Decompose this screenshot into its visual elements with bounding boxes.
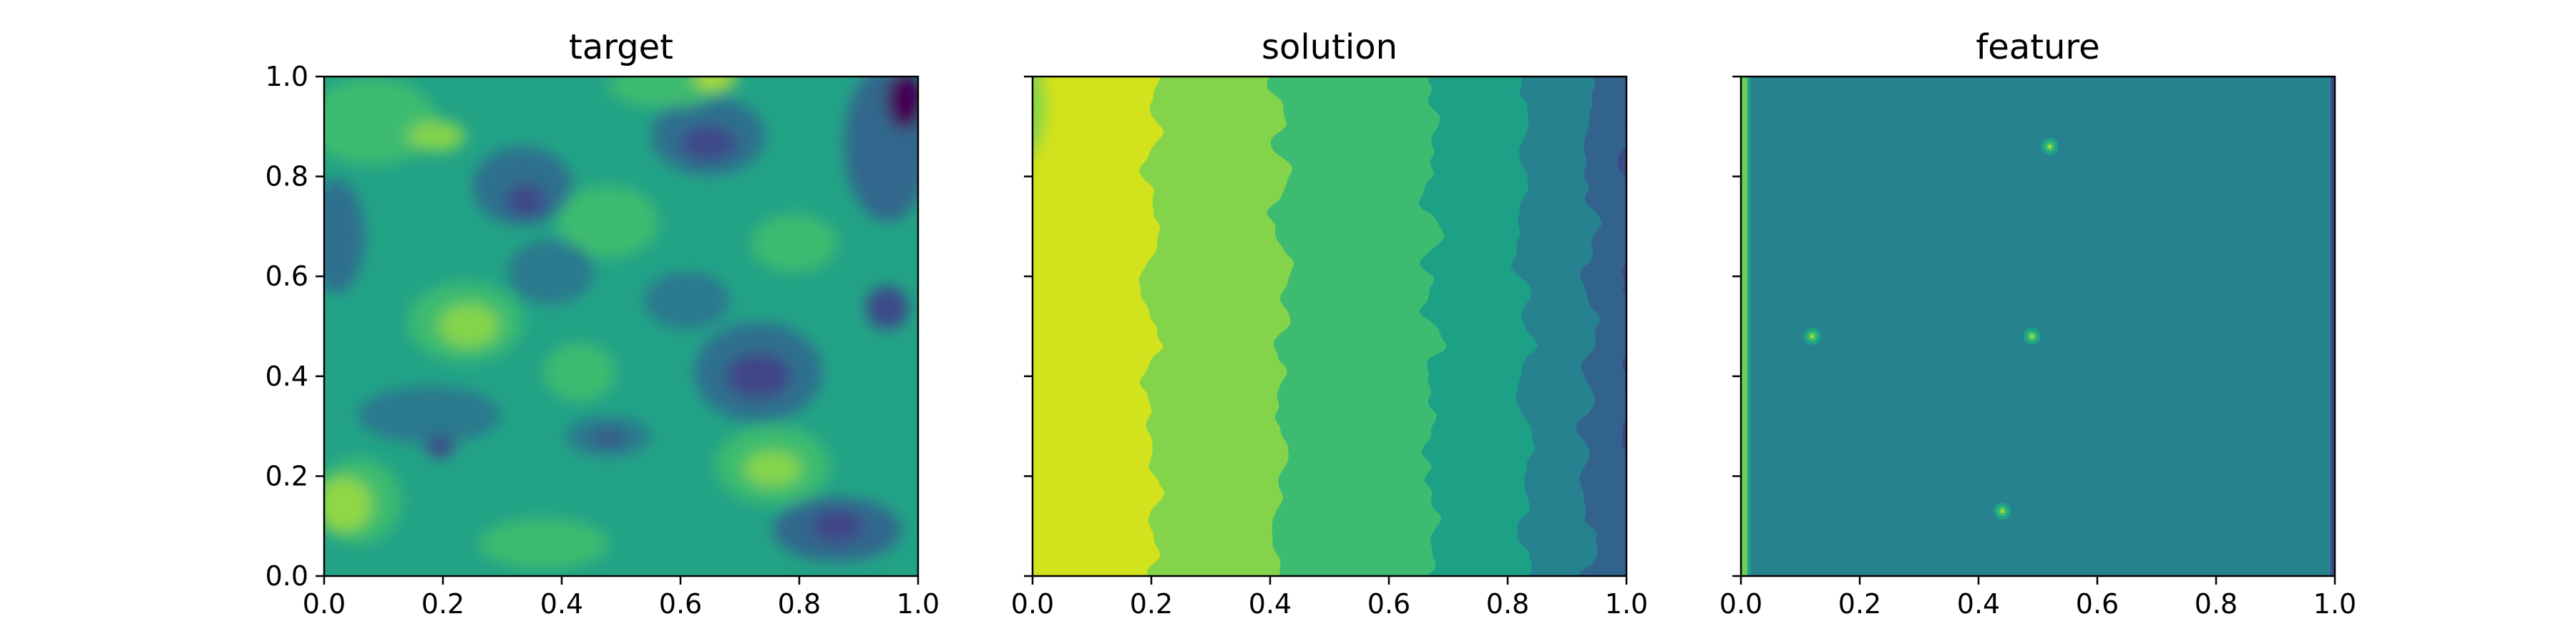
panel-solution: solution 0.0 0.2 0.4 0.6 0.8 1.0 [1011, 27, 1732, 620]
heatmap-edge-strip [1741, 77, 1747, 576]
heatmap-blob [324, 179, 365, 293]
heatmap-blob [680, 125, 737, 161]
heatmap-band [1152, 77, 1281, 576]
x-axis: 0.0 0.2 0.4 0.6 0.8 1.0 [303, 576, 940, 620]
x-tick-label: 0.4 [1249, 588, 1292, 620]
y-axis: 0.0 0.2 0.4 0.6 0.8 1.0 [265, 61, 324, 592]
heatmap-blob [694, 77, 737, 89]
x-tick-label: 0.4 [540, 588, 583, 620]
heatmap-band [1281, 77, 1431, 576]
feature-spots [1803, 137, 2059, 520]
feature-spot-core [2047, 144, 2052, 149]
heatmap-band [1631, 43, 1674, 615]
heatmap-blob [644, 272, 730, 329]
x-tick-label: 0.0 [1011, 588, 1054, 620]
x-tick-label: 1.0 [2313, 588, 2356, 620]
chart-title: feature [1976, 27, 2099, 67]
feature-spot-core [2029, 333, 2034, 338]
x-tick-label: 0.4 [1957, 588, 2000, 620]
x-tick-label: 0.6 [2076, 588, 2119, 620]
chart-title: solution [1262, 27, 1397, 67]
heatmap-blob [479, 519, 608, 569]
y-tick-label: 0.4 [265, 361, 308, 392]
heatmap-edge-strip [1747, 77, 1751, 576]
y-axis [1024, 75, 1033, 577]
panel-feature: feature 0.0 0.2 0.4 0.6 0.8 1.0 [1719, 27, 2356, 620]
heatmap-blob [866, 286, 909, 329]
heatmap-blob [508, 240, 594, 304]
x-tick-label: 0.2 [421, 588, 464, 620]
x-tick-label: 0.6 [1367, 588, 1410, 620]
heatmap-blob [812, 510, 862, 542]
feature-spot-core [2000, 509, 2005, 514]
feature-spot-core [1810, 333, 1815, 338]
x-tick-label: 0.2 [1838, 588, 1881, 620]
chart-title: target [569, 27, 673, 67]
heatmap-blob [887, 77, 918, 129]
heatmap-edge-strip [2331, 77, 2335, 576]
axes-frame [323, 75, 919, 577]
heatmap-blob [324, 477, 372, 532]
heatmap-bands [1033, 43, 1732, 615]
heatmap-blob [506, 183, 546, 218]
heatmap-blob [744, 451, 801, 487]
heatmap-band [1431, 77, 1524, 576]
heatmap-blob [558, 186, 658, 258]
heatmap-area [1741, 77, 2335, 576]
y-tick-label: 0.0 [265, 560, 308, 592]
heatmap-area [1033, 43, 1732, 615]
heatmap-blob [608, 77, 723, 107]
heatmap-band [1033, 77, 1152, 576]
y-axis [1732, 75, 1741, 577]
heatmap-blobs [324, 77, 918, 569]
axes-frame [1740, 75, 2336, 577]
heatmap-blob [426, 436, 454, 458]
x-axis: 0.0 0.2 0.4 0.6 0.8 1.0 [1719, 576, 2356, 620]
x-tick-label: 1.0 [897, 588, 940, 620]
heatmap-blob [1033, 77, 1045, 155]
heatmap-blob [544, 343, 615, 401]
heatmap-blob [726, 353, 791, 399]
x-tick-label: 1.0 [1605, 588, 1648, 620]
x-tick-label: 0.2 [1130, 588, 1173, 620]
heatmap-band [1524, 77, 1589, 576]
y-tick-label: 0.2 [265, 460, 308, 492]
x-tick-label: 0.8 [2195, 588, 2238, 620]
heatmap-blob [592, 431, 624, 445]
y-tick-label: 0.8 [265, 161, 308, 192]
x-tick-label: 0.8 [1486, 588, 1529, 620]
heatmap-blob [439, 304, 499, 347]
heatmap-area [324, 77, 918, 576]
y-tick-label: 0.6 [265, 260, 308, 292]
x-tick-label: 0.0 [303, 588, 346, 620]
heatmap-blob [408, 120, 465, 152]
heatmap-band [1674, 43, 1732, 615]
x-axis: 0.0 0.2 0.4 0.6 0.8 1.0 [1011, 576, 1648, 620]
panel-target: target [265, 27, 940, 620]
x-tick-label: 0.6 [659, 588, 702, 620]
y-tick-label: 1.0 [265, 61, 308, 92]
heatmap-band [1589, 77, 1626, 576]
x-tick-label: 0.0 [1719, 588, 1762, 620]
heatmap-blob [324, 79, 436, 165]
axes-frame [1031, 75, 1628, 577]
heatmap-background [1741, 77, 2335, 576]
x-tick-label: 0.8 [778, 588, 821, 620]
heatmap-blob [751, 215, 837, 272]
heatmap-blob [358, 386, 501, 444]
